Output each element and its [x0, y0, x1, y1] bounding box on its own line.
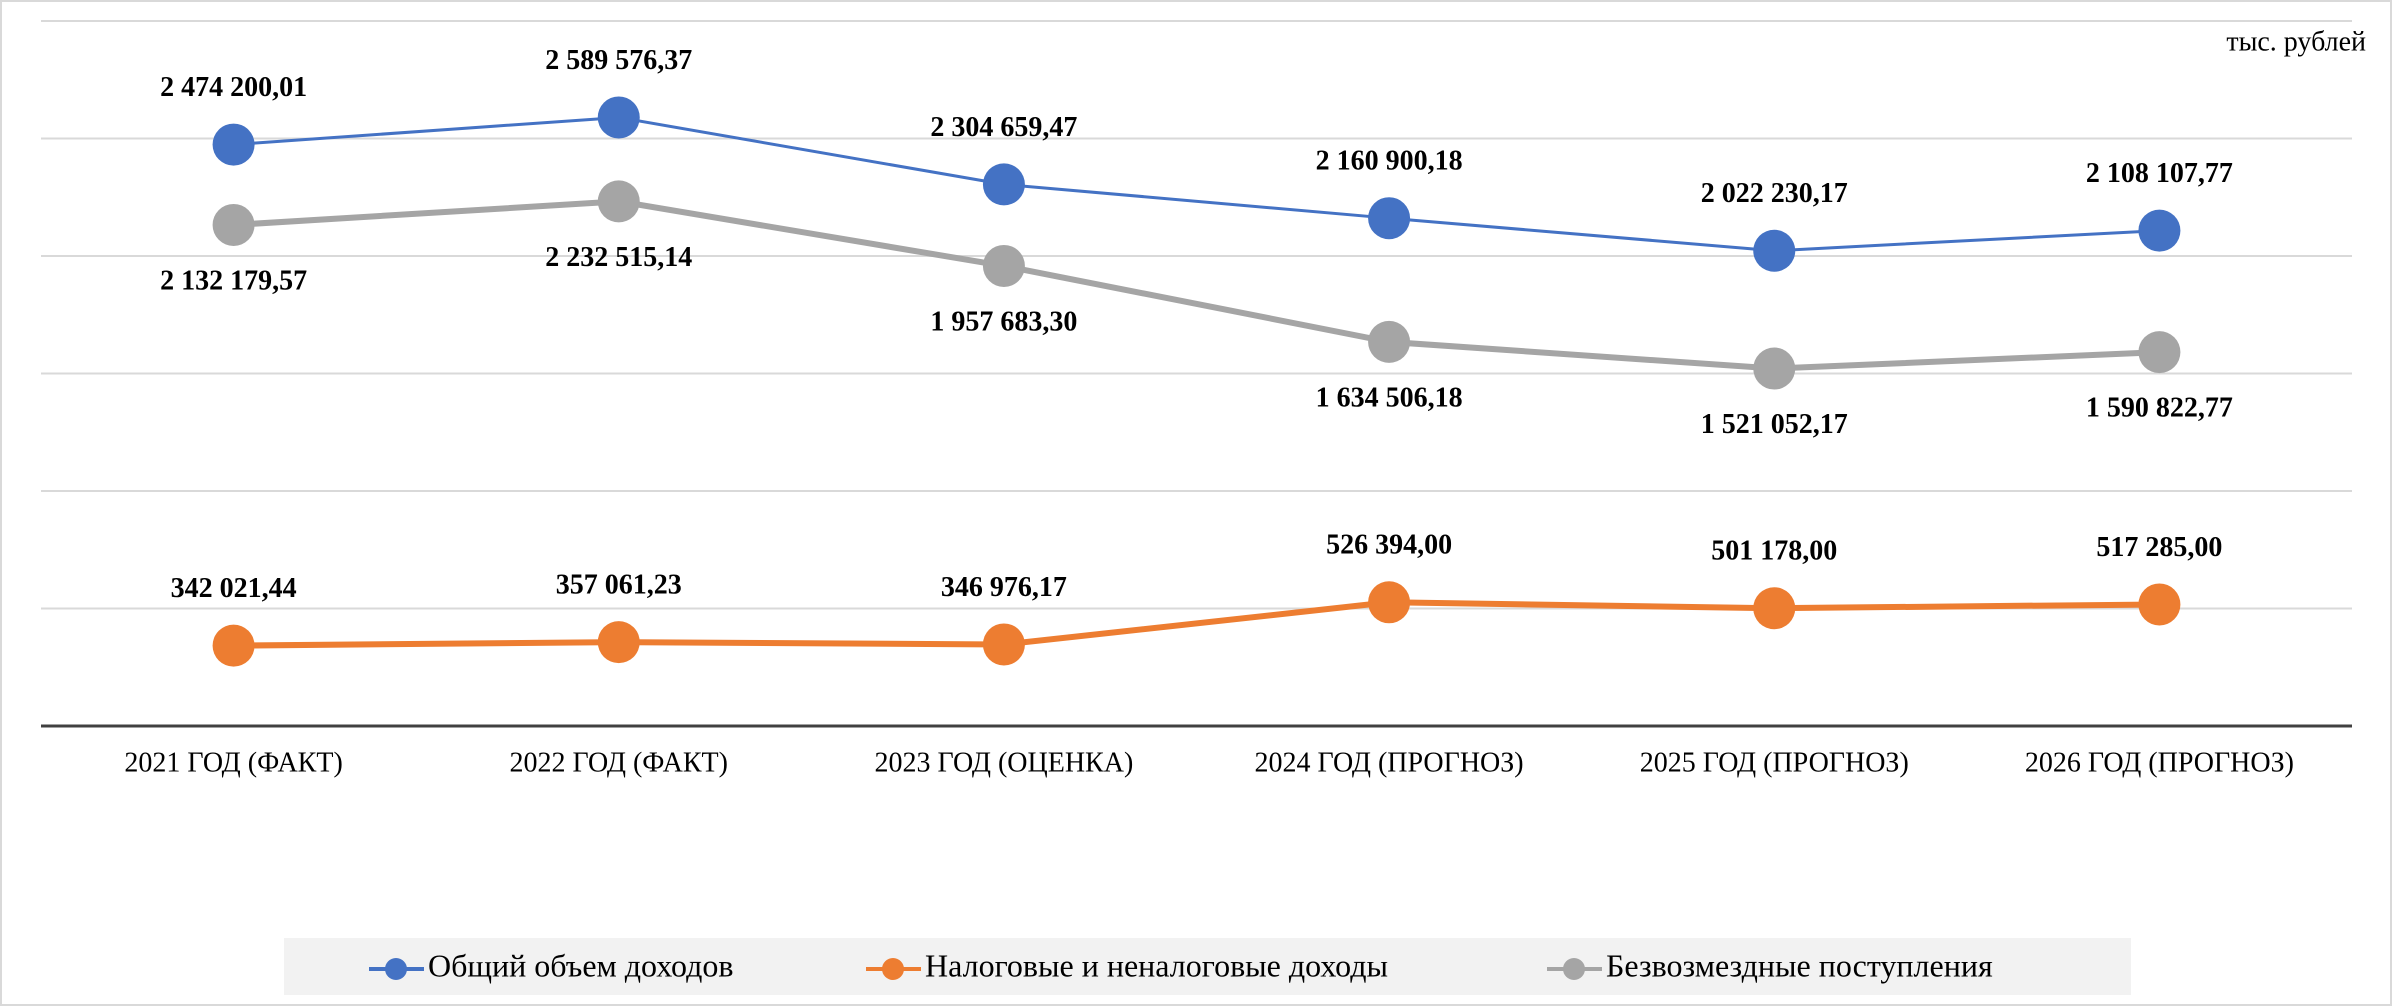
- data-label: 2 589 576,37: [545, 45, 692, 76]
- unit-annotation: тыс. рублей: [2226, 26, 2366, 57]
- data-point: [982, 244, 1025, 287]
- data-point: [212, 123, 255, 166]
- data-label: 1 590 822,77: [2086, 393, 2233, 424]
- data-point: [1753, 587, 1796, 630]
- data-point: [597, 180, 640, 223]
- data-label: 2 160 900,18: [1316, 146, 1463, 177]
- data-label: 2 232 515,14: [545, 242, 692, 273]
- legend-marker: [385, 958, 407, 980]
- series-line: [233, 198, 2160, 372]
- data-point: [1368, 320, 1411, 363]
- data-point: [1368, 581, 1411, 624]
- series-line: [233, 599, 2160, 649]
- data-point: [212, 624, 255, 667]
- data-label: 357 061,23: [556, 570, 682, 601]
- data-label: 2 108 107,77: [2086, 158, 2233, 189]
- x-tick-label: 2026 ГОД (ПРОГНОЗ): [2025, 747, 2294, 778]
- legend-label: Безвозмездные поступления: [1606, 947, 1993, 983]
- data-point: [982, 623, 1025, 666]
- data-label: 342 021,44: [171, 573, 297, 604]
- data-label: 2 022 230,17: [1701, 178, 1848, 209]
- data-label: 1 521 052,17: [1701, 409, 1848, 440]
- data-point: [2138, 583, 2181, 626]
- data-label: 2 132 179,57: [160, 265, 307, 296]
- data-label: 2 304 659,47: [930, 112, 1077, 143]
- data-point: [1753, 347, 1796, 390]
- data-label: 1 634 506,18: [1316, 382, 1463, 413]
- data-label: 501 178,00: [1711, 536, 1837, 567]
- legend-label: Общий объем доходов: [428, 947, 734, 983]
- data-point: [597, 96, 640, 139]
- legend-box: [284, 938, 2131, 995]
- data-point: [212, 203, 255, 246]
- data-label: 517 285,00: [2096, 532, 2222, 563]
- data-label: 526 394,00: [1326, 530, 1452, 561]
- data-label: 346 976,17: [941, 572, 1067, 603]
- data-point: [982, 163, 1025, 206]
- x-tick-label: 2025 ГОД (ПРОГНОЗ): [1640, 747, 1909, 778]
- data-label: 1 957 683,30: [930, 306, 1077, 337]
- series-line: [233, 115, 2160, 253]
- data-point: [597, 621, 640, 664]
- x-tick-label: 2023 ГОД (ОЦЕНКА): [875, 747, 1134, 778]
- data-point: [2138, 331, 2181, 374]
- legend-marker: [882, 958, 904, 980]
- data-point: [1368, 197, 1411, 240]
- x-tick-label: 2021 ГОД (ФАКТ): [124, 747, 342, 778]
- legend-label: Налоговые и неналоговые доходы: [925, 947, 1388, 983]
- x-tick-label: 2024 ГОД (ПРОГНОЗ): [1255, 747, 1524, 778]
- legend-marker: [1563, 958, 1585, 980]
- data-point: [1753, 229, 1796, 272]
- data-point: [2138, 209, 2181, 252]
- data-label: 2 474 200,01: [160, 72, 307, 103]
- x-tick-label: 2022 ГОД (ФАКТ): [510, 747, 728, 778]
